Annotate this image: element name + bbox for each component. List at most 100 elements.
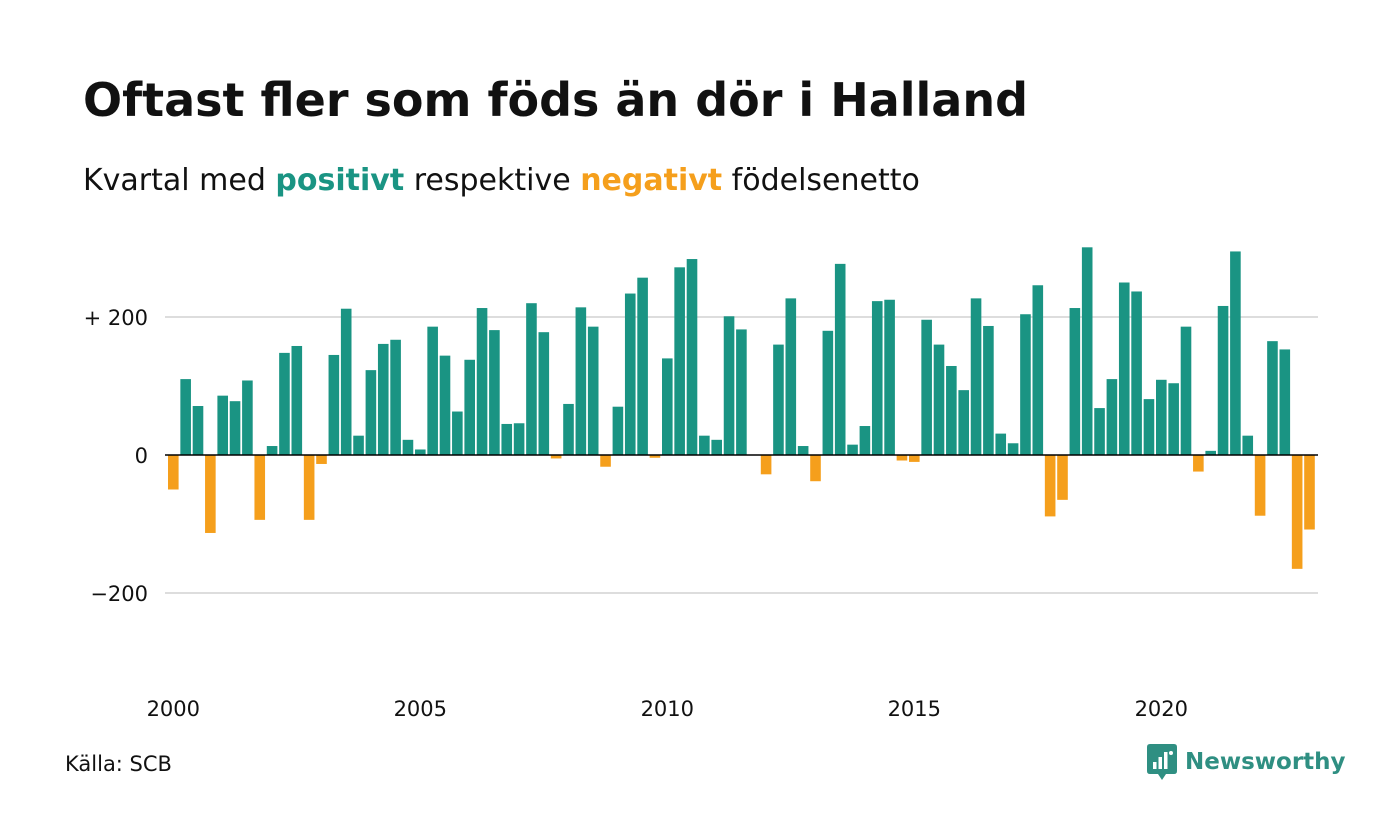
bar (797, 446, 809, 455)
bar (1106, 379, 1118, 455)
bar (316, 455, 327, 464)
chart-subtitle: Kvartal med positivt respektive negativt… (83, 160, 920, 202)
bars (168, 247, 1315, 569)
x-tick-label: 2020 (1135, 697, 1188, 721)
bar (377, 343, 389, 455)
bar (686, 259, 698, 455)
y-tick-label: 0 (135, 444, 148, 468)
bar (1242, 435, 1254, 455)
bar (1217, 305, 1229, 455)
bar (909, 455, 920, 462)
x-tick-label: 2005 (394, 697, 447, 721)
bar (970, 298, 982, 455)
bar (662, 358, 673, 455)
bar (933, 344, 945, 455)
bar (1007, 443, 1019, 455)
bar (1032, 285, 1044, 455)
bar (427, 326, 438, 455)
bar (575, 307, 587, 455)
bar (242, 380, 253, 455)
subtitle-negative-word: negativt (580, 163, 723, 198)
bar-chart: + 200 0 −200 2000 2005 2010 2015 2020 (84, 247, 1318, 721)
y-axis-labels: + 200 0 −200 (84, 306, 148, 606)
bar (674, 267, 685, 455)
y-tick-label: −200 (90, 582, 148, 606)
bar (1081, 247, 1093, 455)
bar (415, 449, 426, 455)
bar (452, 411, 463, 455)
bar (168, 455, 179, 490)
x-tick-label: 2015 (888, 697, 941, 721)
bar (871, 301, 883, 455)
bar (489, 330, 500, 455)
bar (1057, 455, 1068, 500)
bar (1291, 455, 1303, 569)
bar (760, 455, 772, 475)
bar (1193, 455, 1204, 472)
bar (229, 401, 241, 455)
bar (390, 339, 401, 455)
bar (1230, 251, 1241, 455)
bar (353, 435, 364, 455)
bar (464, 359, 475, 455)
bar (205, 455, 216, 533)
bar (822, 330, 834, 455)
subtitle-positive-word: positivt (275, 163, 405, 198)
bar (847, 444, 858, 455)
bar (983, 325, 994, 455)
bar (291, 345, 303, 455)
bar (946, 365, 957, 455)
bar (1069, 308, 1081, 455)
bar (612, 406, 624, 455)
bar (1267, 341, 1278, 455)
x-tick-label: 2000 (147, 697, 200, 721)
bar (254, 455, 266, 520)
bar (921, 319, 932, 455)
bar (711, 439, 722, 455)
bar (217, 395, 228, 455)
bar (1044, 455, 1056, 517)
bar (1131, 291, 1142, 455)
bar (624, 293, 636, 455)
bar (699, 435, 710, 455)
bar (1205, 450, 1216, 455)
bar (402, 439, 414, 455)
bar (896, 455, 908, 461)
bar (1279, 349, 1291, 455)
bar (859, 426, 871, 455)
bar (637, 277, 648, 455)
bar (995, 433, 1007, 455)
newsworthy-logo: Newsworthy (1147, 743, 1346, 781)
bar (587, 326, 599, 455)
bar (550, 455, 562, 459)
x-tick-label: 2010 (641, 697, 694, 721)
bar (538, 332, 550, 455)
bar (192, 406, 204, 455)
bar (328, 354, 340, 455)
subtitle-text-start: Kvartal med (83, 163, 276, 198)
bar (736, 329, 747, 455)
bar (958, 390, 969, 455)
bar (1180, 326, 1192, 455)
bar-chart-speech-bubble-icon (1147, 744, 1177, 780)
bar (180, 379, 191, 455)
bar (1156, 379, 1167, 455)
bar (279, 352, 290, 455)
bar (526, 303, 537, 455)
bar (303, 455, 315, 520)
bar (884, 299, 895, 455)
bar (649, 455, 661, 458)
bar (1143, 399, 1155, 455)
bar (1168, 383, 1179, 455)
bar (810, 455, 821, 482)
bar (476, 308, 488, 455)
bar (439, 355, 451, 455)
bar (563, 403, 574, 455)
bar (785, 298, 797, 455)
bar (1304, 455, 1315, 530)
bar (365, 370, 377, 455)
bar (600, 455, 611, 467)
source-note: Källa: SCB (65, 752, 172, 776)
bar (1118, 282, 1130, 455)
bar (340, 308, 352, 455)
